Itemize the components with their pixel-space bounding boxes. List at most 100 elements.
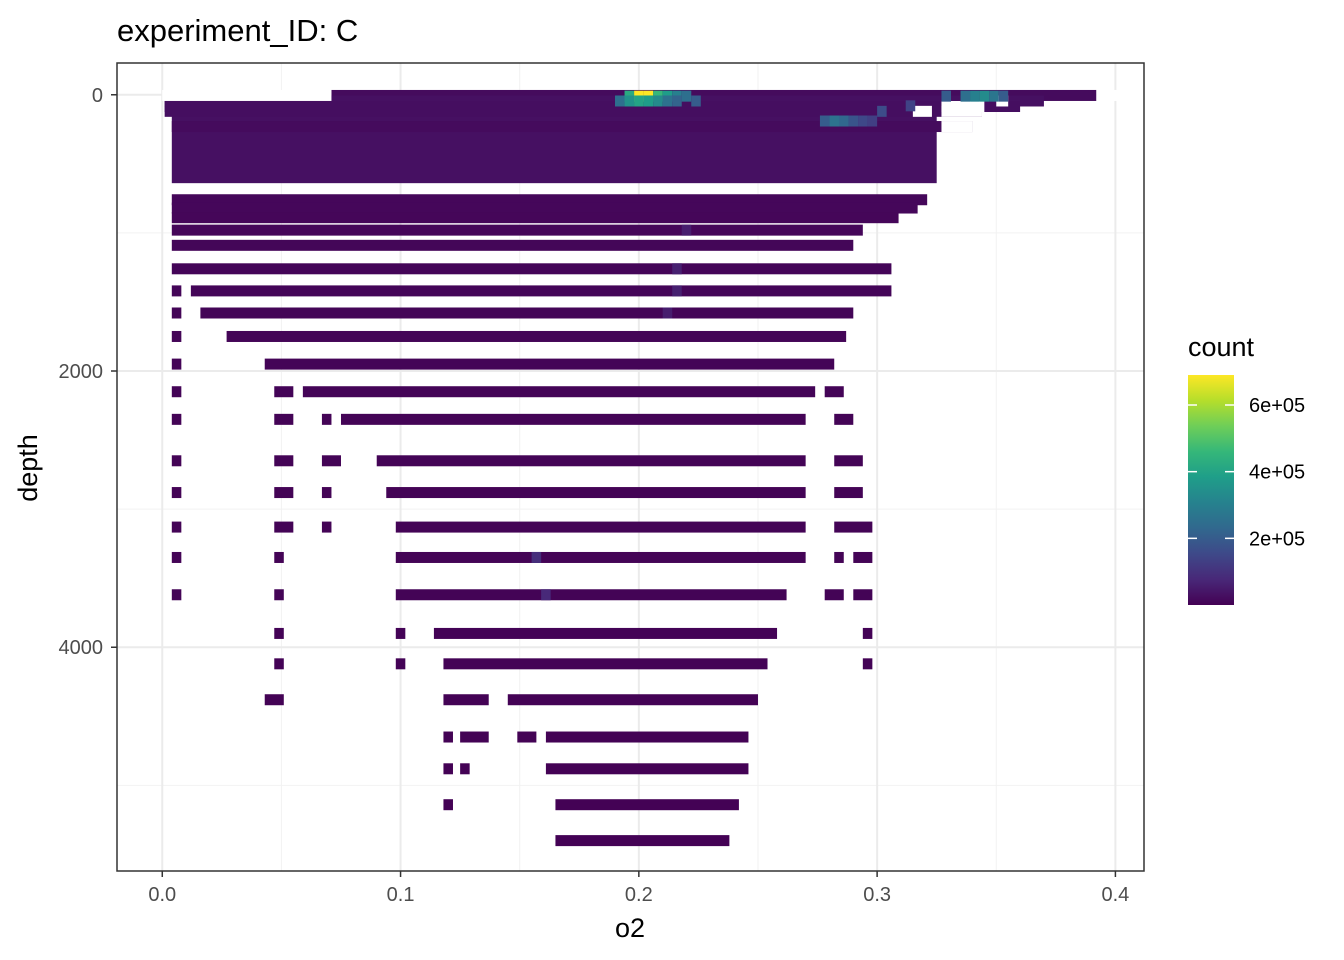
heatmap-tile (443, 694, 489, 706)
heatmap-tile (672, 285, 682, 297)
heatmap-tile (824, 589, 844, 601)
heatmap-tile (171, 455, 182, 467)
heatmap-gap (162, 89, 332, 101)
heatmap-tile (838, 115, 849, 127)
heatmap-tile (634, 95, 644, 107)
heatmap-tile (226, 330, 847, 342)
heatmap-tile (171, 386, 182, 398)
heatmap-tile (171, 521, 182, 533)
heatmap-tile (834, 413, 854, 425)
heatmap-tile (443, 763, 453, 775)
heatmap-tile (171, 212, 899, 224)
chart-title: experiment_ID: C (117, 13, 358, 48)
heatmap-tile (331, 89, 1097, 101)
heatmap-tile (171, 263, 892, 275)
heatmap-tile (321, 455, 341, 467)
heatmap-tile (171, 330, 182, 342)
heatmap-tile (862, 627, 873, 639)
heatmap-tile (171, 285, 182, 297)
heatmap-tile (274, 487, 294, 499)
heatmap-tile (853, 589, 873, 601)
x-tick-label: 0.1 (387, 884, 415, 906)
heatmap-tile (867, 115, 878, 127)
heatmap-tile (274, 455, 294, 467)
x-tick-label: 0.2 (625, 884, 653, 906)
heatmap-tile (395, 521, 806, 533)
heatmap-tile (376, 455, 806, 467)
heatmap-tile (555, 835, 730, 847)
heatmap-tile (691, 95, 701, 107)
heatmap-tile (834, 487, 863, 499)
heatmap-tile (672, 263, 682, 275)
heatmap-tile (615, 95, 625, 107)
heatmap-tile (662, 95, 673, 107)
heatmap-gap (941, 121, 973, 133)
heatmap-tile (853, 551, 873, 563)
heatmap-tile (848, 115, 859, 127)
plot-panel (117, 63, 1144, 871)
heatmap-tile (979, 90, 990, 102)
heatmap-tile (834, 521, 873, 533)
heatmap-tile (274, 521, 294, 533)
heatmap-tile (321, 487, 332, 499)
heatmap-tile (834, 455, 863, 467)
heatmap-tile (541, 589, 551, 601)
heatmap-tile (200, 307, 854, 319)
heatmap-tile (274, 589, 284, 601)
x-axis-title: o2 (615, 913, 645, 943)
heatmap-tile (941, 90, 951, 102)
heatmap-tile (164, 95, 1044, 107)
heatmap-tile (905, 100, 916, 112)
heatmap-tile (395, 627, 406, 639)
heatmap-tile (264, 694, 284, 706)
colorbar-legend: count 2e+05 4e+05 6e+05 (1188, 332, 1305, 605)
heatmap-tile (834, 551, 844, 563)
heatmap-tile (171, 239, 854, 251)
x-axis-ticks: 0.0 0.1 0.2 0.3 0.4 (148, 871, 1129, 906)
heatmap-gap (941, 101, 985, 113)
panel-border (116, 62, 1145, 872)
x-tick-label: 0.0 (148, 884, 176, 906)
heatmap-tile (264, 358, 835, 370)
y-axis-ticks: 0 2000 4000 (59, 85, 117, 659)
heatmap-tile (171, 551, 182, 563)
heatmap-tile (970, 90, 980, 102)
heatmap-tile (395, 551, 806, 563)
legend-title: count (1188, 332, 1255, 362)
heatmap-tile (877, 105, 887, 117)
y-axis-title: depth (13, 434, 43, 502)
heatmap-tile (545, 731, 749, 743)
heatmap-tile (862, 658, 873, 670)
colorbar (1188, 375, 1234, 605)
heatmap-tile (443, 658, 768, 670)
heatmap-tile (274, 551, 284, 563)
heatmap-tile (460, 731, 489, 743)
heatmap-tile (443, 731, 453, 743)
heatmap-tile (190, 285, 892, 297)
heatmap-tile (858, 115, 868, 127)
heatmap-tile (662, 307, 673, 319)
colorbar-ticks: 2e+05 4e+05 6e+05 (1188, 395, 1305, 550)
heatmap-tile (433, 627, 778, 639)
heatmap-tile (624, 95, 635, 107)
heatmap-tile (555, 799, 739, 811)
heatmap-tile (321, 413, 332, 425)
heatmap-tile (171, 413, 182, 425)
panel-frame (116, 62, 1145, 872)
x-tick-label: 0.3 (863, 884, 891, 906)
heatmap-tile (643, 95, 654, 107)
y-tick-label: 0 (92, 85, 103, 107)
heatmap-gap (1096, 89, 1144, 101)
heatmap-tile (998, 90, 1009, 102)
heatmap-tile (829, 115, 839, 127)
heatmap-tile (672, 95, 682, 107)
heatmap-tile (681, 90, 692, 102)
heatmap-tile (824, 386, 844, 398)
heatmap-tile (274, 386, 294, 398)
y-tick-label: 2000 (59, 361, 104, 383)
heatmap-tile (171, 202, 918, 214)
heatmap-tile (340, 413, 806, 425)
heatmap-tile (819, 115, 830, 127)
heatmap-tile (171, 121, 973, 133)
